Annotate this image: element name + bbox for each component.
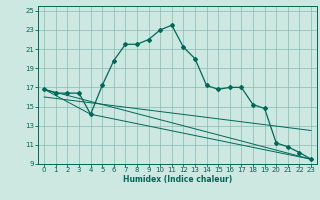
X-axis label: Humidex (Indice chaleur): Humidex (Indice chaleur) — [123, 175, 232, 184]
